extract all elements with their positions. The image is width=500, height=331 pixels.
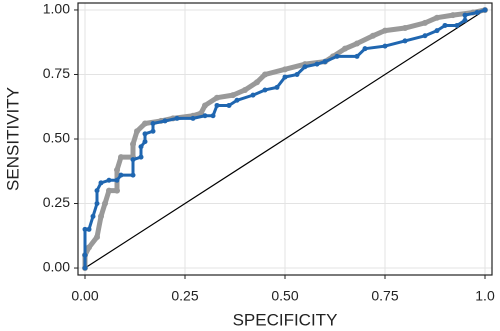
roc-point (422, 33, 428, 39)
y-tick-label: 0.50 (43, 130, 70, 146)
roc-point (202, 113, 208, 119)
roc-point (94, 188, 100, 194)
x-tick-label: 0.75 (371, 288, 398, 304)
roc-point (118, 154, 124, 161)
x-axis-title: SPECIFICITY (233, 310, 338, 329)
roc-point (274, 84, 280, 90)
roc-point (214, 94, 220, 101)
roc-point (482, 7, 488, 13)
roc-point (94, 234, 100, 241)
roc-point (174, 115, 180, 121)
roc-point (82, 252, 88, 258)
roc-point (190, 115, 196, 121)
roc-point (250, 92, 256, 98)
roc-point (226, 102, 232, 108)
roc-point (130, 157, 136, 163)
roc-point (254, 79, 260, 86)
roc-point (230, 92, 236, 99)
x-tick-label: 0.25 (171, 288, 198, 304)
roc-point (262, 71, 268, 78)
roc-point (294, 71, 300, 77)
roc-point (98, 180, 104, 186)
roc-point (462, 17, 468, 23)
roc-point (90, 213, 96, 219)
roc-point (210, 113, 216, 119)
y-tick-label: 1.00 (43, 1, 70, 17)
roc-point (462, 12, 468, 18)
roc-point (234, 97, 240, 103)
roc-point (106, 177, 112, 183)
roc-point (102, 200, 108, 207)
roc-point (214, 102, 220, 108)
roc-point (354, 53, 360, 59)
roc-point (282, 66, 288, 73)
roc-point (302, 64, 308, 70)
roc-point (94, 201, 100, 207)
y-tick-label: 0.00 (43, 259, 70, 275)
y-tick-label: 0.25 (43, 194, 70, 210)
roc-point (162, 118, 168, 124)
y-axis-title: SENSITIVITY (3, 87, 22, 191)
roc-point (322, 59, 328, 65)
x-tick-label: 1.0 (475, 288, 495, 304)
y-tick-label: 0.75 (43, 65, 70, 81)
roc-point (134, 128, 140, 135)
roc-point (242, 86, 248, 93)
roc-point (202, 102, 208, 109)
roc-point (382, 43, 388, 49)
roc-point (138, 154, 144, 160)
roc-point (434, 28, 440, 34)
roc-point (314, 61, 320, 67)
roc-point (402, 25, 408, 32)
roc-point (198, 110, 204, 117)
reference-line (84, 9, 486, 269)
roc-point (422, 19, 428, 26)
roc-point (130, 172, 136, 178)
roc-point (450, 12, 456, 19)
roc-point (442, 22, 448, 28)
roc-point (362, 46, 368, 52)
roc-point (114, 187, 120, 194)
roc-point (142, 131, 148, 137)
roc-point (118, 172, 124, 178)
roc-point (114, 177, 120, 183)
x-tick-label: 0.50 (271, 288, 298, 304)
roc-point (402, 38, 408, 44)
roc-point (262, 87, 268, 93)
roc-point (434, 14, 440, 21)
roc-point (370, 32, 376, 39)
roc-point (382, 27, 388, 34)
roc-point (82, 265, 88, 271)
roc-point (474, 10, 480, 16)
roc-point (354, 40, 360, 47)
roc-point (454, 22, 460, 28)
roc-point (142, 139, 148, 145)
roc-point (114, 166, 120, 173)
roc-point (138, 144, 144, 150)
roc-point (334, 53, 340, 59)
roc-point (282, 74, 288, 80)
roc-point (86, 226, 92, 232)
roc-point (106, 187, 112, 194)
roc-point (142, 120, 148, 127)
x-tick-label: 0.00 (71, 288, 98, 304)
roc-point (86, 244, 92, 251)
roc-point (82, 226, 88, 232)
roc-point (130, 141, 136, 148)
roc-point (342, 45, 348, 52)
roc-point (150, 121, 156, 127)
plot-frame (77, 2, 493, 276)
roc-point (98, 213, 104, 220)
roc-point (150, 128, 156, 134)
